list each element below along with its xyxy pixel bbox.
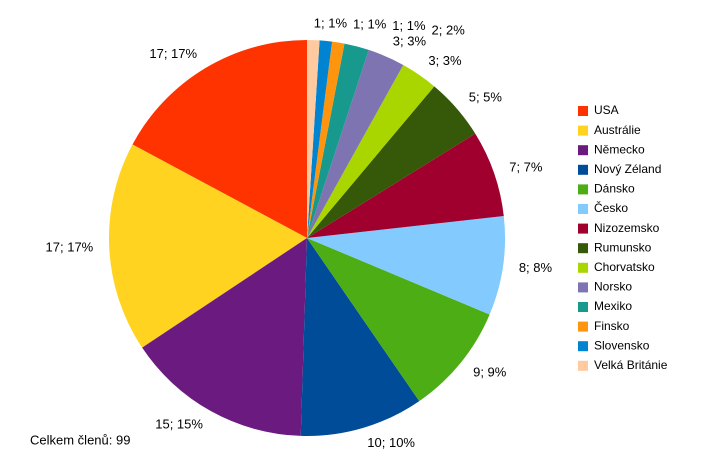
legend-swatch [578,223,588,234]
data-label: 1; 1% [353,16,387,31]
footnote: Celkem členů: 99 [30,432,130,447]
legend-label: Nizozemsko [594,221,660,235]
pie-slice [307,64,435,239]
pie-slice [307,216,506,315]
data-label: 3; 3% [393,33,427,48]
data-label: 17; 17% [46,240,94,255]
pie-slice [307,43,369,238]
data-label: 8; 8% [519,260,553,275]
pie-slice [142,238,307,436]
pie-slice [307,238,490,402]
pie-slice [307,41,345,238]
pie-slice [300,238,420,436]
data-label: 2; 2% [432,22,466,37]
pie-slice [307,40,333,239]
pie-slice [307,40,320,238]
pie-slice [307,133,504,238]
legend-label: Dánsko [594,182,635,196]
legend-swatch [578,302,588,312]
legend-label: Norsko [594,280,632,294]
data-label: 15; 15% [155,416,203,431]
data-label: 7; 7% [509,159,543,174]
legend-swatch [578,360,588,371]
legend-label: Mexiko [594,299,632,313]
legend-swatch [578,125,588,136]
pie-slice [307,86,476,238]
legend-swatch [578,145,588,156]
data-label: 1; 1% [392,18,426,33]
legend-label: Chorvatsko [594,260,655,274]
legend-label: Česko [594,200,628,215]
legend-swatch [578,262,588,273]
legend-label: Velká Británie [594,358,668,372]
legend-swatch [578,106,588,116]
legend-label: Nový Zéland [594,162,661,176]
data-label: 3; 3% [428,53,462,68]
legend-swatch [578,164,588,175]
data-label: 9; 9% [473,364,507,379]
legend-swatch [578,243,588,254]
pie-slice [132,40,307,238]
pie-slice [108,144,307,348]
data-label: 5; 5% [469,89,503,104]
legend-label: Finsko [594,319,630,333]
legend-swatch [578,282,588,293]
data-label: 10; 10% [367,435,415,450]
legend-label: USA [594,103,619,117]
legend-label: Slovensko [594,338,650,352]
legend-label: Německo [594,142,645,156]
legend-swatch [578,321,588,332]
legend-swatch [578,204,588,214]
data-label: 1; 1% [314,16,348,31]
data-label: 17; 17% [149,46,197,61]
legend-swatch [578,184,588,195]
pie-slice [307,49,404,238]
legend: USA Austrálie Německo Nový Zéland Dánsko Česk… [578,103,668,372]
legend-swatch [578,341,588,352]
legend-label: Rumunsko [594,240,652,254]
legend-label: Austrálie [594,123,641,137]
